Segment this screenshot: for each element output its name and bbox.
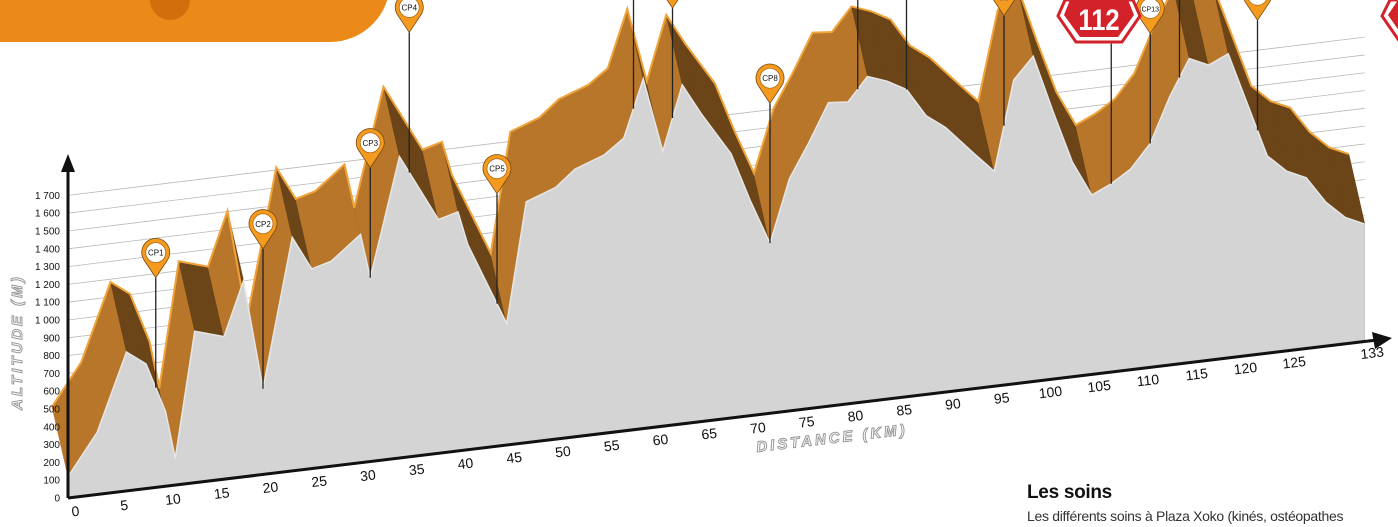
checkpoint-pin-center (145, 242, 167, 264)
y-tick-label: 300 (43, 440, 60, 451)
x-tick-label: 70 (749, 419, 767, 437)
checkpoint-pin-center (999, 0, 1009, 2)
emergency-112-badge: 112 (1056, 0, 1142, 44)
y-tick-label: 0 (54, 494, 60, 505)
x-tick-label: 5 (119, 497, 129, 514)
corner-banner (0, 0, 390, 42)
x-tick-labels: 0 5 10 15 20 25 30 35 40 45 50 55 60 65 70 75 80 85 90 95 10… (71, 343, 1385, 519)
checkpoint-cp6: CP6 (632, 0, 635, 109)
y-tick-label: 600 (43, 387, 60, 398)
x-tick-label: 30 (359, 466, 377, 484)
phone-badge: ☎ (1380, 0, 1398, 42)
checkpoint-pin-center (1248, 0, 1267, 6)
x-tick-label: 10 (164, 490, 182, 508)
notes-title: Les soins (1027, 482, 1112, 503)
y-tick-label: 400 (43, 422, 60, 433)
x-tick-label: 110 (1136, 371, 1160, 390)
x-tick-label: 15 (213, 484, 231, 502)
x-axis-label: DISTANCE (KM) (755, 421, 908, 456)
x-tick-label: 133 (1360, 343, 1385, 362)
checkpoint-cp1: CP1 (141, 238, 171, 388)
x-tick-label: 35 (408, 461, 426, 479)
x-tick-label: 50 (554, 443, 572, 461)
profile-front-surface (67, 52, 1365, 499)
notes-body: Les différents soins à Plaza Xoko (kinés… (1027, 508, 1344, 524)
checkpoint-label: CP3 (362, 139, 378, 148)
checkpoint-pin-center (398, 0, 420, 18)
y-tick-label: 1 100 (35, 298, 60, 309)
y-tick-label: 1 500 (35, 227, 60, 238)
x-tick-label: 80 (847, 407, 865, 425)
x-tick-label: 125 (1282, 353, 1307, 372)
care-notes: Les soins Les différents soins à Plaza X… (1027, 482, 1398, 524)
x-tick-label: 55 (603, 437, 621, 455)
y-axis-label: ALTITUDE (M) (9, 274, 26, 411)
x-tick-label: 25 (310, 472, 328, 490)
checkpoint-pin-icon (993, 0, 1015, 17)
checkpoint-cp2: CP2 (248, 209, 278, 389)
x-tick-label: 40 (457, 455, 475, 473)
y-tick-label: 1 200 (35, 280, 60, 291)
y-tick-label: 700 (43, 369, 60, 380)
checkpoint-cp10: CP10 (905, 0, 908, 90)
axes (61, 154, 1392, 500)
emergency-badges: 112 ☎ (1056, 0, 1398, 44)
checkpoint-cp3: CP3 (355, 128, 385, 278)
y-tick-label: 1 000 (35, 316, 60, 327)
checkpoint-pin-icon (666, 0, 679, 9)
checkpoint-cp5: CP5 (482, 154, 512, 304)
profile-line (67, 52, 1365, 478)
y-axis-arrow (61, 154, 75, 172)
x-tick-label: 45 (505, 449, 523, 467)
checkpoint-label: CP2 (255, 220, 271, 229)
y-tick-label: 500 (43, 405, 60, 416)
y-tick-label: 1 700 (35, 191, 60, 202)
emergency-number: 112 (1078, 3, 1119, 36)
y-tick-label: 900 (43, 333, 60, 344)
y-tick-label: 1 400 (35, 244, 60, 255)
x-tick-label: 0 (71, 503, 81, 520)
checkpoint-label: CP5 (489, 165, 505, 174)
checkpoint-cp14: CP14 (1178, 0, 1181, 78)
x-tick-label: 105 (1087, 377, 1112, 396)
y-tick-label: 100 (43, 476, 60, 487)
wall-rim (51, 0, 1350, 408)
checkpoint-cp4: CP4 (394, 0, 424, 173)
x-tick-label: 65 (700, 425, 718, 443)
x-tick-label: 60 (652, 431, 670, 449)
checkpoint-pin-icon (1243, 0, 1272, 22)
checkpoint-label: CP1 (148, 249, 164, 258)
y-tick-label: 1 600 (35, 209, 60, 220)
x-axis (67, 338, 1378, 500)
checkpoint-cp11: CP11 (993, 0, 1015, 126)
corner-badge-icon (150, 0, 190, 20)
y-tick-label: 1 300 (35, 262, 60, 273)
x-tick-label: 100 (1038, 383, 1063, 402)
x-tick-label: 120 (1233, 359, 1258, 378)
checkpoint-cp7: CP7 (666, 0, 679, 119)
checkpoint-label: CP8 (762, 74, 778, 83)
checkpoint-pin-center (252, 213, 274, 235)
y-tick-label: 200 (43, 458, 60, 469)
checkpoint-cp9: CP9 (857, 0, 859, 90)
x-tick-label: 20 (262, 478, 280, 496)
x-tick-label: 85 (895, 401, 913, 419)
checkpoint-label: CP13 (1141, 6, 1159, 13)
checkpoint-pin-center (1139, 0, 1161, 19)
checkpoint-pin-center (759, 67, 781, 89)
x-tick-label: 95 (993, 389, 1011, 407)
x-tick-label: 75 (798, 413, 816, 431)
x-tick-label: 115 (1185, 365, 1209, 384)
x-tick-label: 90 (944, 395, 962, 413)
checkpoint-label: CP4 (401, 3, 417, 12)
checkpoint-cp15: CP15 (1243, 0, 1272, 131)
checkpoint-pin-center (359, 132, 381, 154)
checkpoint-pin-center (486, 158, 508, 180)
checkpoint-cp8: CP8 (755, 63, 785, 244)
y-tick-label: 800 (43, 351, 60, 362)
checkpoint-cp13: CP13 (1135, 0, 1165, 144)
x-axis-arrow (1372, 332, 1392, 349)
y-tick-labels: 0 100 200 300 400 500 600 700 800 900 1 000 1 100 1 … (35, 191, 60, 505)
